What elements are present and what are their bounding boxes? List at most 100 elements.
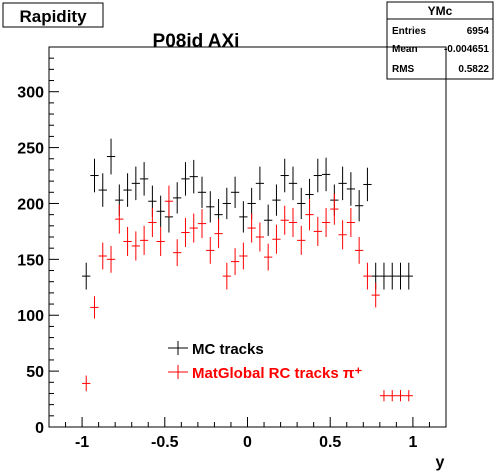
stats-mean-value: -0.004651 [444,44,489,55]
data-point [123,226,132,256]
data-point [173,182,182,214]
data-point [82,375,91,392]
data-point [230,176,240,208]
data-point [297,187,306,220]
y-tick-label: 100 [17,308,44,325]
data-point [206,237,215,264]
legend: MC tracks MatGlobal RC tracks π⁺ [168,341,362,382]
data-point [106,138,116,175]
data-point [189,159,198,194]
data-point [297,225,306,255]
data-point [90,158,99,193]
data-point [148,207,157,237]
data-point [123,173,132,207]
stats-entries-label: Entries [392,26,426,37]
data-point [280,158,289,193]
series-mc-tracks [82,138,413,290]
data-point [164,185,174,217]
data-point [173,239,182,267]
data-point [288,166,298,201]
data-point [338,220,347,250]
data-point [363,167,372,202]
data-point [305,199,314,231]
data-point [139,225,149,255]
data-point [321,157,331,192]
data-point [206,191,215,223]
data-point [396,390,405,402]
data-point [255,222,265,252]
chart-title: P08id AXi [153,31,240,52]
data-point [272,224,281,254]
data-point [239,242,248,270]
data-point [288,207,298,237]
data-point [404,262,413,290]
stats-box: YMc Entries 6954 Mean -0.004651 RMS 0.58… [386,1,494,80]
data-point [396,262,405,290]
axes-layer: 0 50 100 150 200 250 300 -1 -0.5 0 0.5 1 [17,46,447,451]
x-axis-label: y [436,454,445,471]
x-tick-label: -0.5 [151,434,179,451]
legend-mc-label: MC tracks [192,341,264,358]
data-point [98,242,107,270]
data-point [131,166,140,201]
data-point [239,201,248,233]
data-point [82,262,91,290]
data-point [90,296,99,319]
data-point [222,187,231,220]
data-point [156,195,165,227]
data-point [139,162,149,196]
data-point [388,390,397,402]
series-rc-tracks [82,185,413,402]
data-point [264,204,273,236]
data-point [255,166,265,201]
data-point [363,262,372,290]
data-point [181,162,190,196]
data-point [404,390,413,402]
data-point [313,158,322,193]
data-point [280,205,289,235]
data-point [388,262,397,290]
x-tick-label: -1 [75,434,89,451]
data-point [222,262,231,290]
data-point [247,213,256,243]
x-tick-label: 1 [408,434,417,451]
canvas-label: Rapidity [19,7,87,26]
data-point [156,226,165,256]
data-point [379,262,389,290]
x-tick-label: 0 [243,434,252,451]
y-tick-label: 0 [35,420,44,437]
legend-rc-label: MatGlobal RC tracks π⁺ [192,365,362,382]
data-point [131,231,140,261]
stats-box-name: YMc [428,4,453,18]
x-tick-label: 0.5 [319,434,341,451]
data-point [106,245,116,273]
data-point [313,216,322,246]
data-point [371,282,380,308]
stats-mean-label: Mean [392,44,418,55]
data-point [181,218,190,248]
stats-entries-value: 6954 [467,26,490,37]
data-point [230,248,240,275]
y-tick-label: 150 [17,252,44,269]
data-point [197,176,207,208]
data-point [346,172,356,206]
data-point [264,243,273,271]
data-point [346,207,356,237]
data-point [197,209,207,239]
stats-rms-label: RMS [392,64,415,75]
data-point [355,190,364,222]
data-point [321,207,331,237]
data-point [189,213,198,243]
data-point [214,219,223,249]
data-point [272,184,281,216]
y-tick-label: 50 [26,364,44,381]
canvas-label-box [2,2,104,28]
data-point [330,193,339,225]
data-point [338,166,347,201]
y-tick-label: 250 [17,141,44,158]
stats-rms-value: 0.5822 [458,64,489,75]
data-point [379,390,389,402]
data-point [355,237,364,264]
y-tick-label: 200 [17,196,44,213]
